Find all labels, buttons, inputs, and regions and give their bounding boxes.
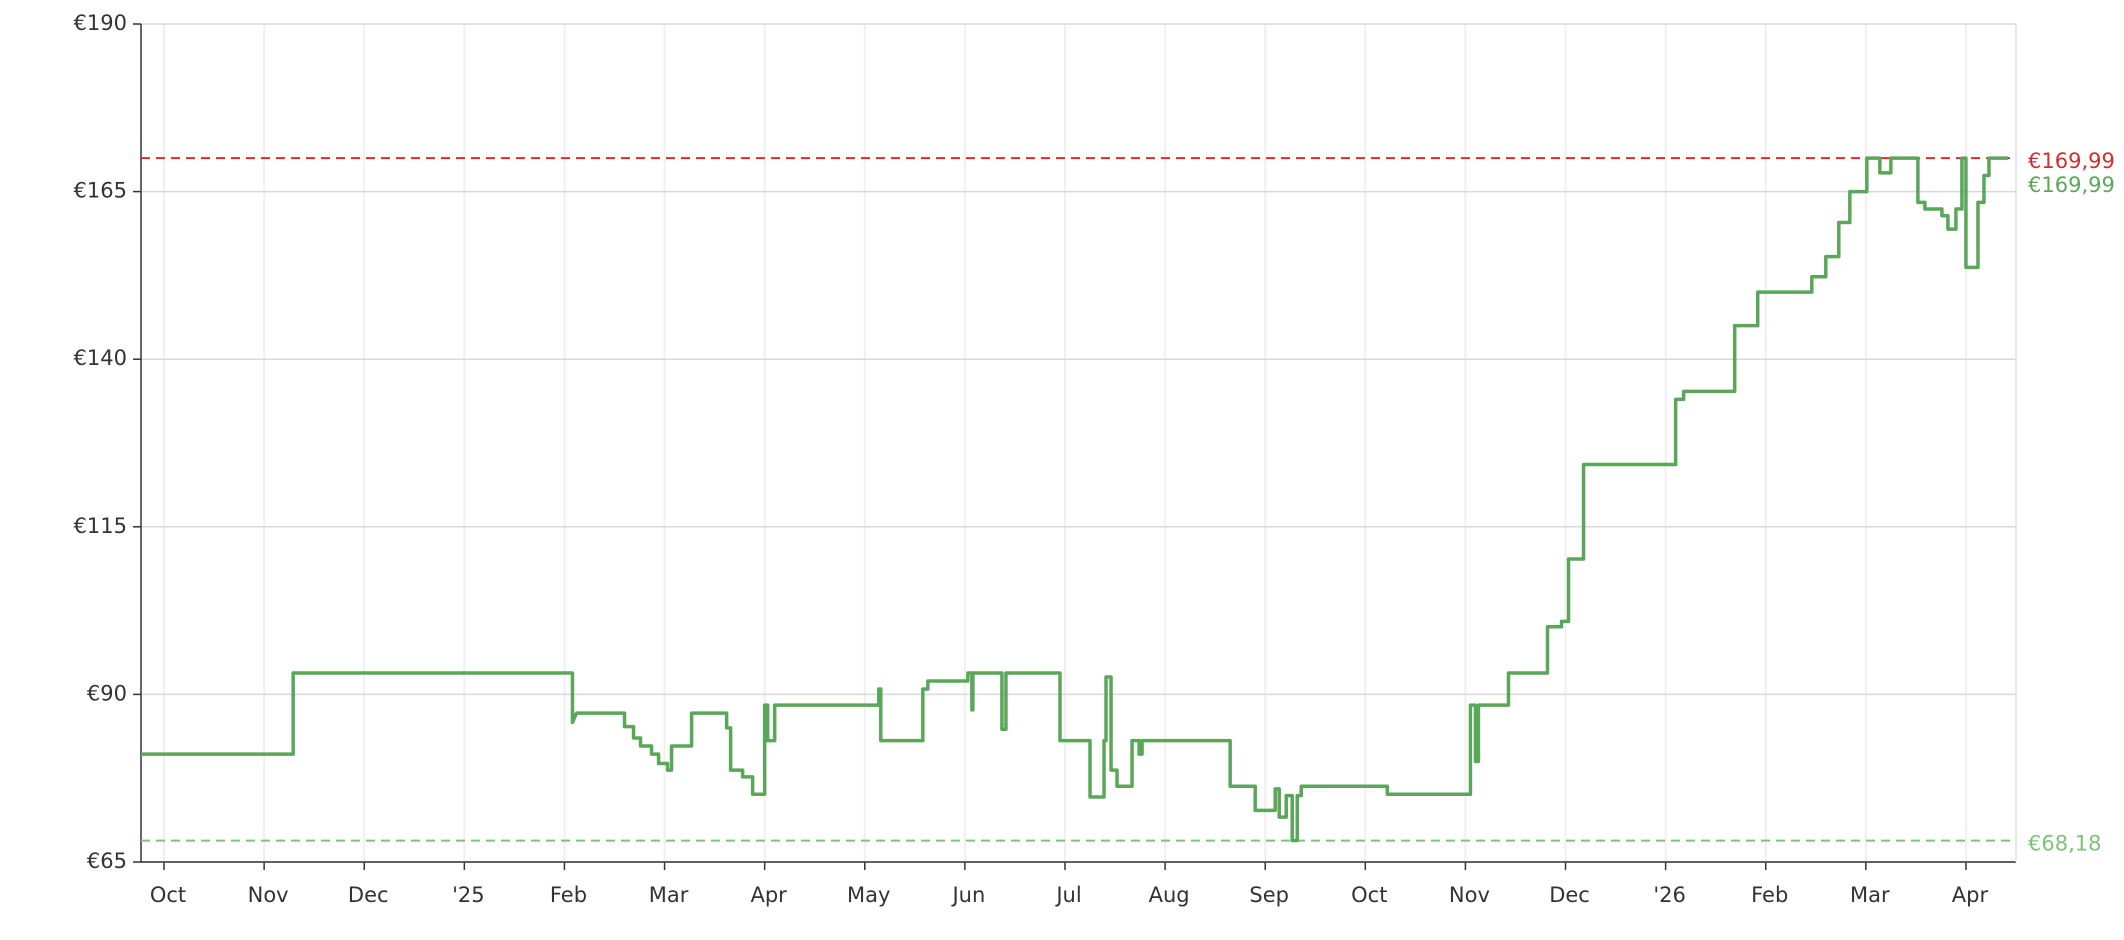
x-tick-label: Apr (750, 883, 787, 907)
x-tick-label: May (847, 883, 890, 907)
x-tick-label: Mar (649, 883, 689, 907)
x-tick-label: Aug (1149, 883, 1190, 907)
x-tick-label: Jul (1054, 883, 1081, 907)
x-tick-label: Nov (248, 883, 289, 907)
x-tick-label: '25 (452, 883, 485, 907)
x-tick-label: Jun (950, 883, 985, 907)
x-tick-label: Feb (1751, 883, 1788, 907)
x-tick-label: Dec (348, 883, 389, 907)
x-tick-label: '26 (1653, 883, 1686, 907)
x-tick-label: Sep (1249, 883, 1289, 907)
x-tick-label: Apr (1952, 883, 1989, 907)
price-line (141, 156, 2008, 843)
reference-label: €169,99 (2028, 149, 2115, 173)
x-tick-label: Mar (1850, 883, 1890, 907)
current-price-label: €169,99 (2028, 173, 2115, 197)
y-tick-label: €165 (74, 179, 127, 203)
y-tick-label: €115 (74, 514, 127, 538)
y-tick-label: €65 (87, 849, 127, 873)
x-tick-label: Oct (1351, 883, 1387, 907)
x-tick-label: Nov (1449, 883, 1490, 907)
y-tick-label: €140 (74, 346, 127, 370)
x-tick-label: Dec (1549, 883, 1590, 907)
x-tick-label: Oct (150, 883, 186, 907)
x-tick-label: Feb (550, 883, 587, 907)
y-tick-label: €190 (74, 11, 127, 35)
y-tick-label: €90 (87, 681, 127, 705)
reference-label: €68,18 (2028, 832, 2101, 856)
